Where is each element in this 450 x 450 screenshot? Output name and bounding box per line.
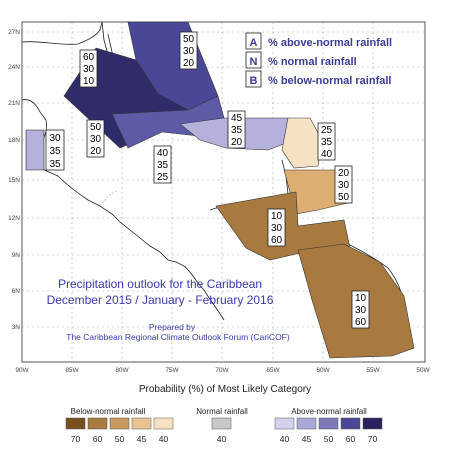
prob-box-windward-islands: 20 30 50 [334, 165, 353, 204]
svg-text:65W: 65W [266, 367, 280, 374]
svg-text:35: 35 [49, 146, 61, 157]
svg-text:30: 30 [338, 180, 350, 191]
svg-text:45: 45 [302, 434, 312, 444]
svg-text:80W: 80W [115, 367, 129, 374]
key-letter-b: B [250, 75, 258, 87]
svg-text:20: 20 [183, 58, 195, 69]
svg-text:40: 40 [321, 149, 333, 160]
svg-text:55W: 55W [366, 367, 380, 374]
region-leeward-islands [281, 117, 323, 169]
above-normal-swatches [274, 417, 383, 430]
latitude-labels: 27N 24N 21N 18N 15N 12N 9N 6N 3N [8, 29, 20, 331]
svg-text:60: 60 [93, 434, 103, 444]
key-text-below: % below-normal rainfall [268, 75, 391, 87]
above-normal-label: Above-normal rainfall [291, 407, 367, 416]
svg-text:35: 35 [321, 137, 333, 148]
svg-text:30: 30 [183, 46, 195, 57]
svg-text:60W: 60W [316, 367, 330, 374]
svg-text:60: 60 [271, 235, 283, 246]
svg-text:40: 40 [280, 434, 290, 444]
svg-text:50: 50 [183, 34, 195, 45]
svg-text:24N: 24N [8, 64, 20, 71]
svg-text:70: 70 [368, 434, 378, 444]
svg-text:10: 10 [271, 211, 283, 222]
svg-text:50: 50 [115, 434, 125, 444]
outlook-title-line2: December 2015 / January - February 2016 [47, 293, 274, 307]
above-normal-values: 40 45 50 60 70 [280, 434, 378, 444]
below-normal-swatches [65, 417, 174, 430]
svg-text:25: 25 [321, 125, 333, 136]
prob-box-guianas: 10 30 60 [351, 290, 370, 329]
svg-text:50W: 50W [416, 367, 430, 374]
below-normal-label: Below-normal rainfall [71, 407, 146, 416]
svg-text:15N: 15N [8, 177, 20, 184]
svg-text:27N: 27N [8, 29, 20, 36]
svg-text:6N: 6N [12, 288, 21, 295]
svg-text:75W: 75W [165, 367, 179, 374]
svg-text:18N: 18N [8, 137, 20, 144]
prob-box-belize: 30 35 35 [45, 129, 65, 171]
prepared-by-label: Prepared by [149, 322, 196, 332]
svg-text:35: 35 [231, 125, 243, 136]
below-normal-values: 70 60 50 45 40 [71, 434, 169, 444]
region-belize [25, 129, 45, 171]
normal-label: Normal rainfall [196, 407, 248, 416]
key-letter-a: A [250, 37, 258, 49]
svg-text:60: 60 [355, 317, 367, 328]
svg-text:35: 35 [157, 160, 169, 171]
svg-text:30: 30 [83, 64, 95, 75]
svg-text:3N: 3N [12, 324, 21, 331]
normal-swatch [211, 417, 232, 430]
svg-text:21N: 21N [8, 100, 20, 107]
svg-text:10: 10 [83, 76, 95, 87]
svg-text:20: 20 [231, 137, 243, 148]
svg-text:35: 35 [49, 159, 61, 170]
svg-text:30: 30 [49, 133, 61, 144]
svg-text:12N: 12N [8, 215, 20, 222]
prob-box-hispaniola-pr: 45 35 20 [227, 110, 246, 149]
svg-text:50: 50 [338, 192, 350, 203]
longitude-labels: 90W 85W 80W 75W 70W 65W 60W 55W 50W [15, 367, 430, 374]
svg-text:20: 20 [90, 146, 102, 157]
prob-box-leeward-islands: 25 35 40 [317, 122, 336, 161]
svg-text:45: 45 [137, 434, 147, 444]
svg-text:50: 50 [324, 434, 334, 444]
svg-text:10: 10 [355, 293, 367, 304]
svg-text:20: 20 [338, 168, 350, 179]
svg-text:90W: 90W [15, 367, 29, 374]
svg-text:50: 50 [90, 122, 102, 133]
svg-text:40: 40 [157, 148, 169, 159]
key-letter-n: N [250, 56, 258, 68]
prob-box-bahamas-cuba: 60 30 10 [79, 49, 98, 88]
caricof-credit: The Caribbean Regional Climate Outlook F… [66, 332, 290, 342]
svg-text:30: 30 [355, 305, 367, 316]
category-key: A N B % above-normal rainfall % normal r… [245, 32, 392, 88]
color-legend-title: Probability (%) of Most Likely Category [139, 384, 311, 395]
svg-text:60: 60 [83, 52, 95, 63]
svg-text:40: 40 [159, 434, 169, 444]
normal-value: 40 [217, 434, 227, 444]
prob-box-caribbean-sea: 40 35 25 [153, 145, 172, 184]
prob-box-gulf-bahamas-north: 50 30 20 [179, 31, 198, 70]
svg-text:25: 25 [157, 172, 169, 183]
key-text-normal: % normal rainfall [268, 56, 357, 68]
svg-text:85W: 85W [65, 367, 79, 374]
svg-text:30: 30 [90, 134, 102, 145]
svg-text:60: 60 [346, 434, 356, 444]
key-text-above: % above-normal rainfall [268, 37, 392, 49]
svg-text:70W: 70W [215, 367, 229, 374]
prob-box-jamaica-caymans: 50 30 20 [86, 119, 105, 158]
svg-text:30: 30 [271, 223, 283, 234]
svg-text:45: 45 [231, 113, 243, 124]
svg-text:70: 70 [71, 434, 81, 444]
outlook-title-line1: Precipitation outlook for the Caribbean [58, 277, 262, 291]
svg-text:9N: 9N [12, 252, 21, 259]
prob-box-abc-venezuela: 10 30 60 [267, 208, 286, 247]
